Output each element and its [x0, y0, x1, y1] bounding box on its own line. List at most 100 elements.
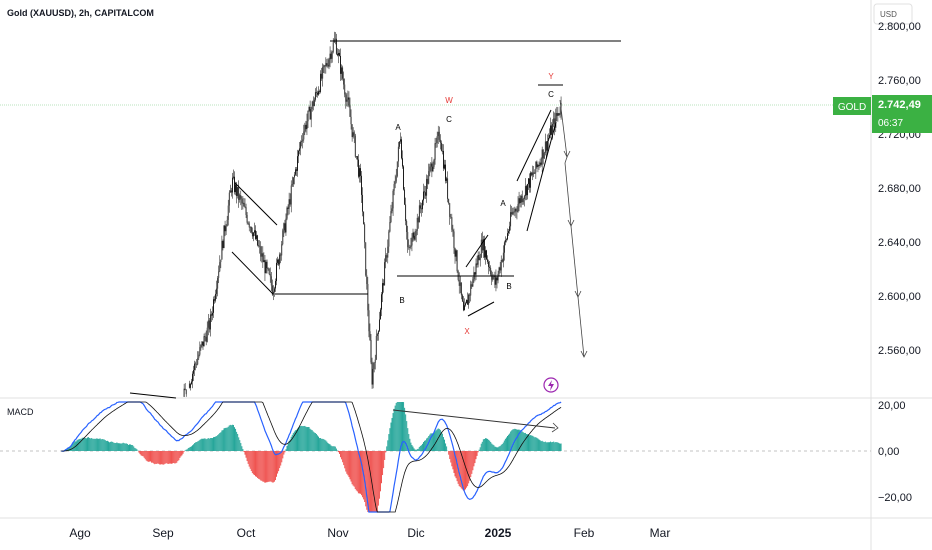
macd-hist-bar: [376, 451, 378, 512]
time-axis[interactable]: Ago Sep Oct Nov Dic 2025 Feb Mar: [69, 526, 670, 540]
candle-body: [282, 230, 284, 245]
price-axis[interactable]: 2.800,002.760,002.720,002.680,002.640,00…: [878, 21, 921, 357]
macd-hist-bar: [298, 427, 300, 451]
candle-body: [380, 309, 381, 320]
symbol-title[interactable]: Gold (XAUUSD), 2h, CAPITALCOM: [7, 8, 154, 18]
candle-body: [531, 172, 533, 176]
macd-hist-bar: [458, 451, 460, 487]
candle-body: [259, 245, 261, 247]
price-tick-label: 2.680,00: [878, 183, 921, 195]
macd-hist-bar: [248, 451, 250, 467]
macd-hist-bar: [267, 451, 269, 482]
macd-hist-bar: [119, 443, 121, 451]
candle-body: [354, 135, 356, 157]
candle-body: [265, 261, 267, 274]
candle-body: [215, 293, 217, 301]
candle-body: [221, 240, 223, 260]
macd-hist-bar: [151, 451, 153, 463]
macd-hist-bar: [206, 438, 208, 451]
candle-body: [544, 141, 546, 153]
macd-hist-bar: [219, 432, 221, 451]
macd-hist-bar: [481, 441, 483, 451]
macd-hist-bar: [496, 447, 498, 451]
macd-hist-bar: [150, 451, 152, 462]
macd-hist-bar: [102, 439, 104, 451]
candle-body: [361, 175, 362, 195]
candle-body: [552, 123, 554, 135]
candle-body: [471, 284, 473, 287]
candle-body: [393, 184, 395, 191]
macd-hist-bar: [164, 451, 166, 464]
macd-hist-bar: [445, 443, 447, 451]
macd-hist-bar: [526, 434, 528, 451]
macd-hist-bar: [546, 442, 548, 451]
candle-body: [509, 226, 511, 232]
macd-hist-bar: [440, 431, 442, 451]
macd-hist-bar: [499, 446, 501, 451]
macd-hist-bar: [509, 433, 511, 451]
macd-hist-bar: [335, 448, 337, 451]
macd-hist-bar: [70, 446, 72, 451]
currency-button[interactable]: USD: [873, 3, 913, 25]
macd-hist-bar: [190, 446, 192, 451]
candle-body: [528, 178, 529, 185]
macd-hist-bar: [216, 436, 218, 451]
macd-hist-bar: [390, 422, 392, 451]
candle-body: [209, 314, 211, 330]
macd-hist-bar: [179, 451, 181, 458]
macd-hist-bar: [491, 443, 493, 451]
macd-hist-bar: [374, 451, 376, 512]
candle-body: [511, 212, 513, 215]
macd-hist-bar: [372, 451, 374, 512]
lightning-event-icon[interactable]: [543, 377, 559, 393]
macd-hist-bar: [486, 438, 488, 451]
candle-body: [456, 250, 458, 272]
macd-hist-bar: [197, 441, 199, 451]
macd-hist-bar: [519, 430, 521, 451]
candle-body: [196, 364, 198, 365]
time-label: Mar: [650, 526, 671, 540]
macd-hist-bar: [451, 451, 453, 467]
candle-body: [406, 220, 408, 233]
candle-body: [434, 143, 436, 160]
candle-body: [464, 305, 465, 311]
macd-hist-bar: [450, 451, 452, 463]
macd-hist-bar: [446, 446, 448, 451]
candle-body: [550, 125, 551, 136]
macd-hist-bar: [101, 438, 103, 451]
macd-hist-bar: [85, 438, 87, 451]
candle-body: [320, 73, 322, 92]
macd-hist-bar: [469, 451, 471, 481]
macd-histogram: [61, 402, 562, 512]
price-tick-label: 2.800,00: [878, 21, 921, 33]
candle-body: [258, 245, 260, 246]
macd-hist-bar: [139, 451, 141, 455]
candle-body: [264, 260, 266, 274]
macd-hist-bar: [360, 451, 362, 494]
macd-hist-bar: [105, 440, 107, 451]
macd-hist-bar: [557, 442, 559, 451]
candle-body: [447, 178, 449, 199]
macd-hist-bar: [252, 451, 254, 475]
macd-hist-bar: [520, 430, 522, 451]
candle-body: [220, 259, 222, 263]
macd-hist-bar: [277, 451, 279, 474]
macd-hist-bar: [309, 428, 311, 451]
macd-hist-bar: [161, 451, 163, 465]
candle-body: [350, 116, 352, 125]
macd-hist-bar: [322, 438, 324, 451]
macd-hist-bar: [239, 440, 241, 451]
macd-label[interactable]: MACD: [7, 407, 34, 417]
candle-body: [246, 214, 248, 223]
candle-body: [240, 195, 242, 199]
candle-body: [419, 205, 421, 209]
macd-hist-bar: [237, 433, 239, 451]
macd-hist-bar: [163, 451, 165, 465]
candle-body: [343, 78, 345, 85]
macd-hist-bar: [542, 441, 544, 451]
macd-axis[interactable]: 20,00 0,00 −20,00: [878, 400, 912, 504]
candle-body: [305, 124, 307, 130]
macd-hist-bar: [358, 451, 360, 494]
wave-label-a1: A: [395, 123, 401, 132]
macd-hist-bar: [410, 442, 412, 451]
